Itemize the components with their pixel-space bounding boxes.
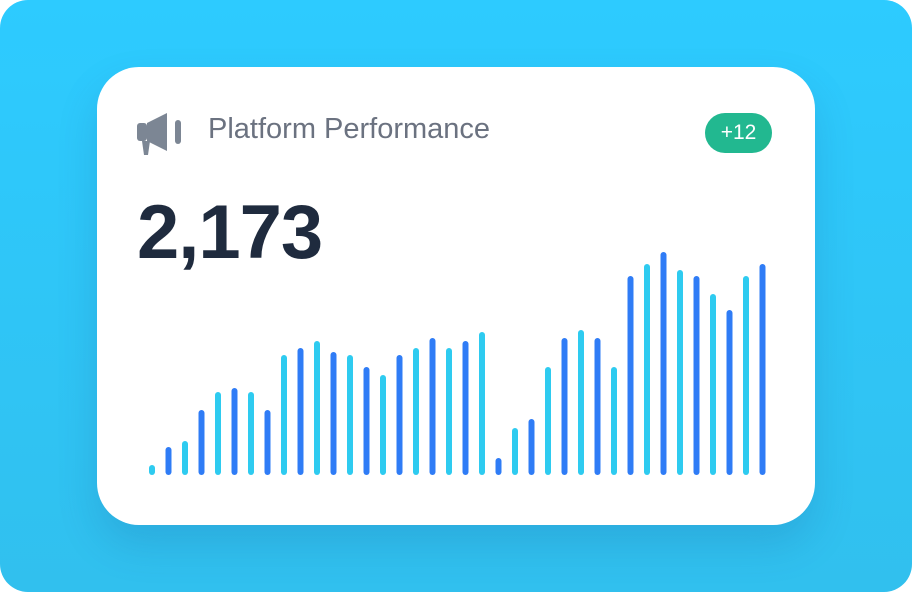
- bar: [347, 355, 353, 475]
- bar: [429, 338, 436, 475]
- bar: [264, 410, 271, 475]
- bar: [528, 419, 535, 475]
- bar: [215, 392, 221, 475]
- bar: [446, 348, 452, 475]
- bar: [726, 310, 733, 475]
- bar: [413, 348, 419, 475]
- bar: [248, 392, 254, 475]
- total-value: 2,173: [137, 190, 323, 275]
- bar: [561, 338, 568, 475]
- bar: [165, 447, 172, 475]
- bar: [545, 367, 551, 475]
- bar: [660, 252, 667, 475]
- bar: [182, 441, 188, 475]
- bar: [759, 264, 766, 475]
- bar: [396, 355, 403, 475]
- bar: [693, 276, 700, 475]
- bar: [231, 388, 238, 475]
- bar: [297, 348, 304, 475]
- bar: [149, 465, 155, 475]
- change-badge: +12: [705, 113, 772, 153]
- bar: [363, 367, 370, 475]
- bar: [330, 352, 337, 475]
- widget-card: Platform Performance +12 2,173: [97, 67, 815, 525]
- bar: [281, 355, 287, 475]
- bar: [479, 332, 485, 475]
- bar: [644, 264, 650, 475]
- bar: [578, 330, 584, 475]
- bar: [677, 270, 683, 475]
- bar: [743, 276, 749, 475]
- bar: [495, 458, 502, 475]
- bar: [462, 341, 469, 475]
- bar: [512, 428, 518, 475]
- bar: [611, 367, 617, 475]
- widget-title: Platform Performance: [208, 113, 491, 145]
- bar: [627, 276, 634, 475]
- bar: [314, 341, 320, 475]
- megaphone-icon: [137, 113, 181, 155]
- bar: [594, 338, 601, 475]
- bar: [380, 375, 386, 475]
- bar: [710, 294, 716, 475]
- bar: [198, 410, 205, 475]
- bar-chart: [149, 252, 766, 475]
